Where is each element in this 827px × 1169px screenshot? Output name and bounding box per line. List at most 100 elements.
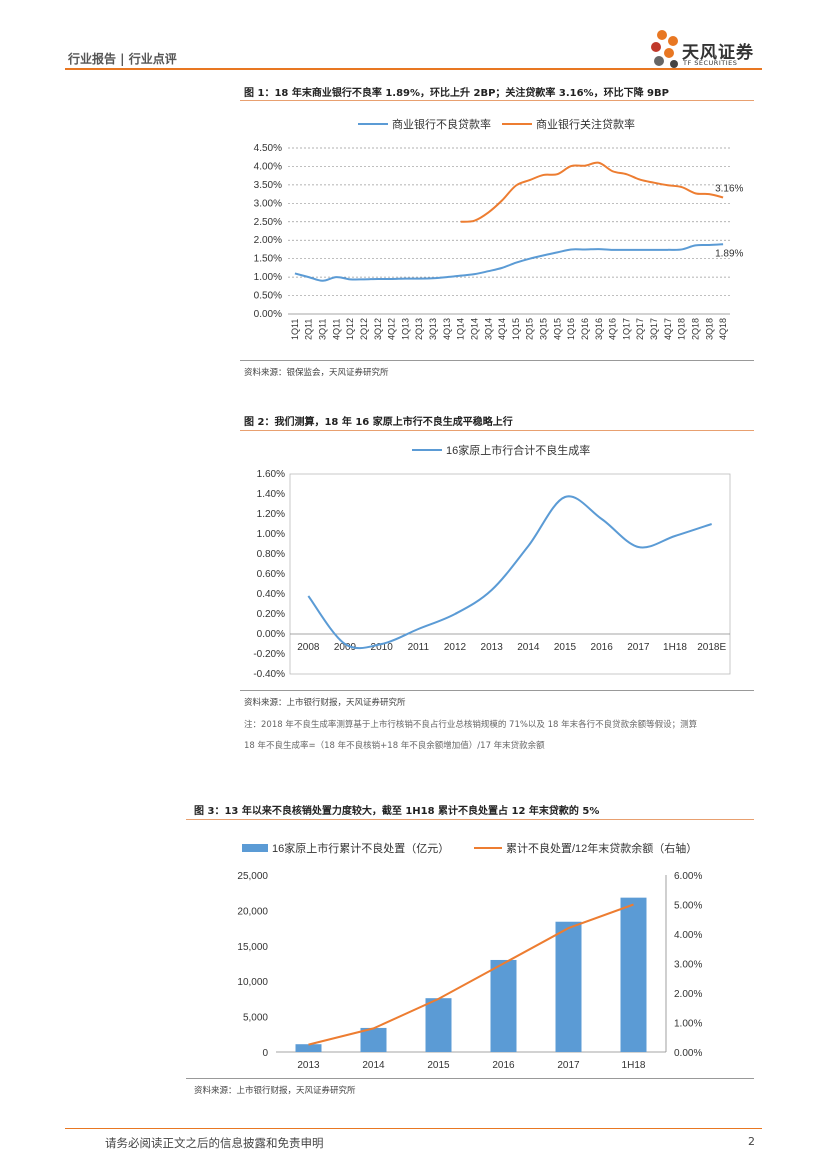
y-tick-label: 2.50%: [254, 217, 282, 228]
x-tick-label: 4Q18: [718, 318, 728, 340]
x-tick-label: 3Q18: [704, 318, 714, 340]
y-tick-label: 1.00%: [257, 529, 285, 540]
footer-disclaimer: 请务必阅读正文之后的信息披露和免责申明: [105, 1136, 324, 1150]
x-tick-label: 1Q14: [456, 318, 466, 340]
fig3-bottom-rule: [186, 1078, 754, 1079]
x-tick-label: 4Q13: [442, 318, 452, 340]
x-tick-label: 2017: [627, 642, 650, 653]
legend-label: 商业银行不良贷款率: [392, 117, 491, 131]
y-tick-label-left: 10,000: [237, 977, 268, 988]
legend-label: 16家原上市行合计不良生成率: [446, 443, 590, 457]
y-tick-label: 4.00%: [254, 161, 282, 172]
x-tick-label: 2014: [517, 642, 540, 653]
fig1-bottom-rule: [240, 360, 754, 361]
logo-text: 天风证券: [682, 43, 754, 63]
y-tick-label: 3.50%: [254, 180, 282, 191]
series-line: [307, 495, 712, 650]
y-tick-label-left: 20,000: [237, 906, 268, 917]
y-tick-label-right: 4.00%: [674, 930, 702, 941]
x-tick-label: 2013: [481, 642, 504, 653]
x-tick-label: 2009: [334, 642, 357, 653]
fig2-note-line2: 18 年不良生成率=（18 年不良核销+18 年不良余额增加值）/17 年末贷款…: [244, 741, 545, 751]
x-tick-label: 1H18: [663, 642, 687, 653]
x-tick-label: 2015: [427, 1060, 450, 1071]
x-tick-label: 4Q17: [663, 318, 673, 340]
fig2-source: 资料来源：上市银行财报，天风证券研究所: [244, 698, 406, 708]
y-tick-label: -0.40%: [253, 669, 285, 680]
x-tick-label: 3Q15: [539, 318, 549, 340]
x-tick-label: 2Q17: [635, 318, 645, 340]
fig2-top-rule: [240, 430, 754, 431]
x-tick-label: 3Q16: [594, 318, 604, 340]
data-label: 1.89%: [715, 248, 743, 259]
fig2-bottom-rule: [240, 690, 754, 691]
x-tick-label: 1Q17: [621, 318, 631, 340]
logo-subtext: TF SECURITIES: [683, 59, 738, 67]
y-tick-label: 0.40%: [257, 589, 285, 600]
x-tick-label: 2Q14: [469, 318, 479, 340]
y-tick-label: 1.40%: [257, 489, 285, 500]
x-tick-label: 3Q12: [373, 318, 383, 340]
x-tick-label: 3Q14: [483, 318, 493, 340]
x-tick-label: 2015: [554, 642, 577, 653]
footer-divider: [65, 1128, 762, 1129]
x-tick-label: 4Q15: [552, 318, 562, 340]
y-tick-label: 2.00%: [254, 235, 282, 246]
fig1-top-rule: [240, 100, 754, 101]
y-tick-label: 1.60%: [257, 469, 285, 480]
x-tick-label: 1Q11: [290, 319, 300, 340]
y-tick-label: 1.00%: [254, 272, 282, 283]
bar: [555, 921, 582, 1052]
x-tick-label: 2014: [362, 1060, 385, 1071]
x-tick-label: 2Q11: [304, 319, 314, 340]
y-tick-label: 0.00%: [254, 309, 282, 320]
x-tick-label: 1Q16: [566, 318, 576, 340]
plot-frame: [289, 473, 731, 675]
header-divider: [65, 68, 762, 70]
series-line: [308, 903, 634, 1046]
logo-mark-icon: [651, 30, 678, 68]
fig3-chart: 0 5,000 10,000 15,000 20,000 25,000 0.00% 1.00%…: [237, 841, 702, 1071]
y-tick-label: 0.80%: [257, 549, 285, 560]
x-tick-label: 2010: [371, 642, 394, 653]
x-tick-label: 1Q12: [345, 318, 355, 340]
page-number: 2: [748, 1135, 755, 1148]
y-tick-label: 0.60%: [257, 569, 285, 580]
y-tick-label: 0.50%: [254, 291, 282, 302]
fig3-top-rule: [186, 819, 754, 820]
fig3-source: 资料来源：上市银行财报，天风证券研究所: [194, 1086, 356, 1096]
y-tick-label: -0.20%: [253, 649, 285, 660]
x-tick-label: 4Q14: [497, 318, 507, 340]
y-tick-label-left: 5,000: [243, 1013, 268, 1024]
legend-label: 累计不良处置/12年末贷款余额（右轴）: [506, 841, 697, 855]
y-tick-label-left: 25,000: [237, 871, 268, 882]
y-tick-label-right: 2.00%: [674, 989, 702, 1000]
x-tick-label: 2011: [408, 642, 430, 653]
y-tick-label-left: 0: [262, 1048, 268, 1059]
fig2-note-line1: 注：2018 年不良生成率测算基于上市行核销不良占行业总核销规模的 71%以及 …: [244, 720, 698, 730]
x-tick-label: 2Q13: [414, 318, 424, 340]
data-label: 3.16%: [715, 183, 743, 194]
y-tick-label-right: 1.00%: [674, 1019, 702, 1030]
x-tick-label: 1Q15: [511, 318, 521, 340]
x-tick-label: 2013: [297, 1060, 320, 1071]
x-tick-label: 2Q18: [690, 318, 700, 340]
y-tick-label-left: 15,000: [237, 942, 268, 953]
x-tick-label: 1Q18: [677, 318, 687, 340]
x-tick-label: 3Q11: [318, 319, 328, 340]
series-line: [294, 243, 724, 282]
series-line: [460, 161, 724, 223]
y-tick-label-right: 3.00%: [674, 960, 702, 971]
y-tick-label: 4.50%: [254, 143, 282, 154]
fig3-title: 图 3：13 年以来不良核销处置力度较大，截至 1H18 累计不良处置占 12 …: [194, 806, 600, 817]
y-tick-label: 3.00%: [254, 198, 282, 209]
y-tick-label-right: 6.00%: [674, 871, 702, 882]
y-tick-label-right: 0.00%: [674, 1048, 702, 1059]
x-tick-label: 2016: [492, 1060, 515, 1071]
x-tick-label: 2Q16: [580, 318, 590, 340]
legend-label: 16家原上市行累计不良处置（亿元）: [272, 841, 449, 855]
bar: [490, 959, 517, 1052]
x-tick-label: 2012: [444, 642, 467, 653]
y-tick-label: 0.20%: [257, 609, 285, 620]
legend-swatch: [242, 844, 268, 852]
